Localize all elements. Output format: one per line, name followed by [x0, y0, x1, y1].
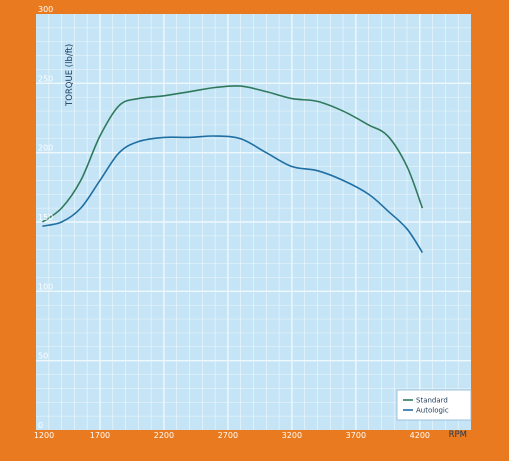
x-axis-title: RPM	[449, 430, 467, 440]
series-layer	[41, 85, 424, 253]
legend-label-standard: Standard	[416, 397, 448, 405]
legend-box	[396, 389, 472, 421]
series-line-autologic	[42, 135, 424, 253]
x-tick-label: 3700	[346, 431, 366, 440]
legend: Standard Autologic	[396, 389, 472, 421]
y-tick-label: 150	[38, 213, 53, 222]
major-grid	[36, 14, 471, 430]
y-tick-label: 300	[38, 5, 53, 14]
y-tick-label: 200	[38, 144, 53, 153]
x-tick-label: 1700	[90, 431, 110, 440]
x-tick-label: 4200	[410, 431, 430, 440]
x-tick-label: 2200	[154, 431, 174, 440]
x-tick-label: 3200	[282, 431, 302, 440]
y-tick-label: 100	[38, 282, 53, 291]
x-tick-label: 2700	[218, 431, 238, 440]
x-tick-labels: 1200 1700 2200 2700 3200 3700 4200	[34, 431, 430, 440]
y-tick-label: 0	[38, 421, 43, 430]
y-tick-labels: 0 50 100 150 200 250 300	[38, 5, 53, 430]
legend-label-autologic: Autologic	[416, 407, 449, 415]
x-tick-label: 1200	[34, 431, 54, 440]
y-axis-title: TORQUE (lb/ft)	[65, 44, 75, 107]
y-tick-label: 50	[38, 352, 48, 361]
series-line-standard	[41, 85, 424, 223]
y-tick-label: 250	[38, 74, 53, 83]
